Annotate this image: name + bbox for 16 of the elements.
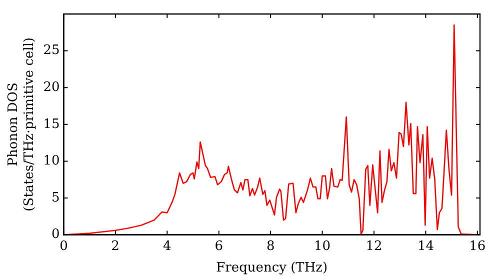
x-tick-label: 2: [111, 238, 120, 254]
y-tick-label: 25: [43, 43, 60, 58]
x-tick-label: 14: [417, 238, 434, 254]
y-axis-title: Phonon DOS (States/THz·primitive cell): [6, 37, 37, 212]
y-tick-label: 20: [43, 80, 60, 95]
x-tick-label: 8: [266, 238, 275, 254]
x-tick-label: 12: [366, 238, 382, 254]
y-tick-label: 0: [51, 227, 60, 242]
x-tick-label: 6: [214, 238, 224, 254]
y-tick-label: 10: [43, 154, 60, 169]
x-tick-label: 16: [469, 238, 486, 254]
y-tick-label: 5: [51, 190, 60, 206]
x-axis-title: Frequency (THz): [216, 260, 328, 276]
x-tick-label: 4: [163, 238, 172, 254]
x-tick-label: 10: [314, 238, 331, 254]
y-tick-label: 15: [43, 116, 60, 132]
